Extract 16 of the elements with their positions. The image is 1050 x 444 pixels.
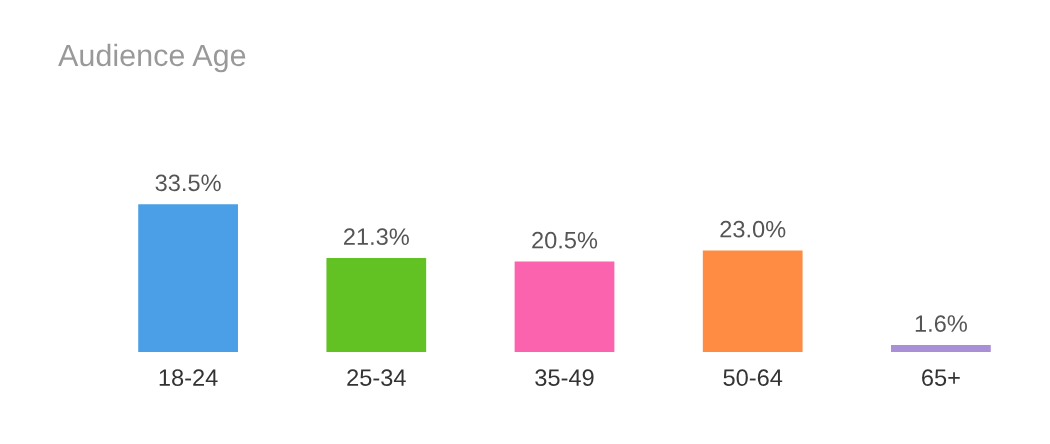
data-label: 33.5% <box>155 174 221 192</box>
x-tick-label: 25-34 <box>347 369 406 387</box>
x-tick-label: 50-64 <box>723 369 783 387</box>
chart-title: Audience Age <box>58 43 246 73</box>
bar <box>138 204 238 352</box>
x-tick-label: 65+ <box>922 369 960 387</box>
x-tick-label: 18-24 <box>159 369 218 387</box>
bar <box>326 258 427 352</box>
bar <box>514 261 615 352</box>
bar <box>702 250 803 352</box>
data-label: 20.5% <box>532 231 598 249</box>
data-label: 23.0% <box>720 220 786 238</box>
data-label: 1.6% <box>915 315 967 332</box>
data-label: 21.3% <box>344 228 409 246</box>
bar <box>891 344 991 352</box>
x-tick-label: 35-49 <box>535 369 594 387</box>
